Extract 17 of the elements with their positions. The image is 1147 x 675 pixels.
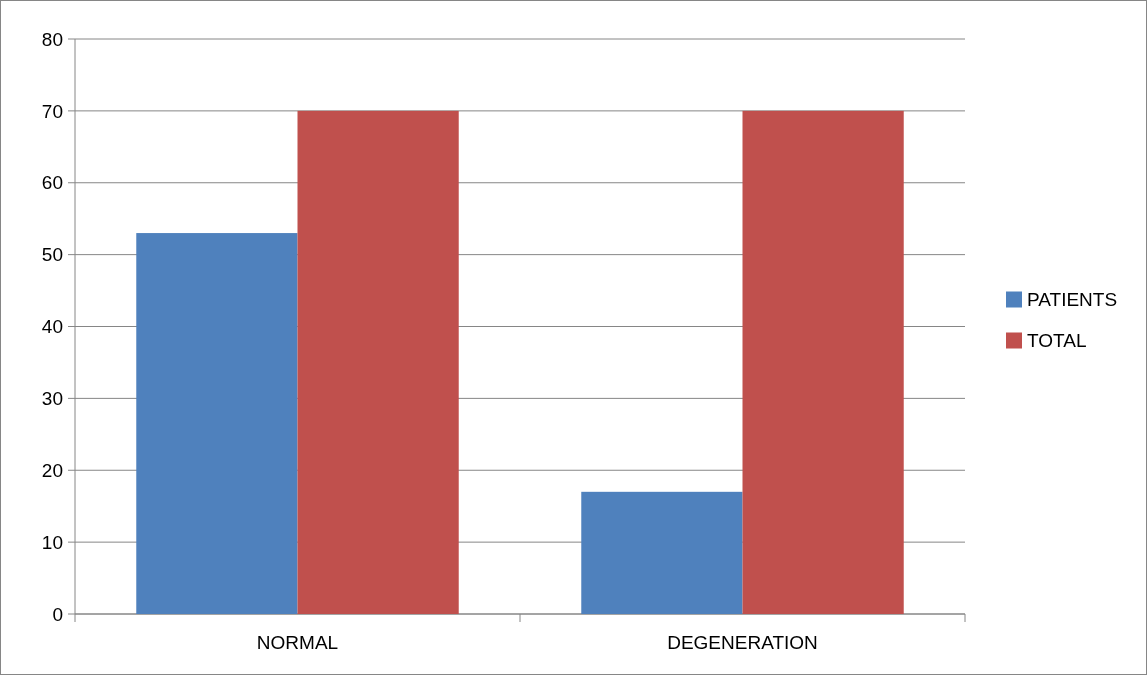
y-tick-label: 40 bbox=[41, 316, 63, 338]
y-tick-label: 70 bbox=[41, 100, 63, 122]
y-tick-label: 0 bbox=[52, 603, 63, 625]
x-tick-label: NORMAL bbox=[256, 632, 339, 653]
y-tick-label: 20 bbox=[41, 459, 63, 481]
y-tick-label: 10 bbox=[41, 531, 63, 553]
bar bbox=[581, 491, 743, 614]
y-tick-label: 80 bbox=[41, 28, 63, 50]
legend-label: PATIENTS bbox=[1027, 289, 1118, 311]
x-tick-label: DEGENERATION bbox=[667, 632, 818, 653]
y-tick-label: 30 bbox=[41, 388, 63, 410]
bar bbox=[742, 110, 904, 614]
bar bbox=[136, 233, 298, 614]
bar bbox=[297, 110, 459, 614]
y-tick-label: 60 bbox=[41, 172, 63, 194]
y-tick-label: 50 bbox=[41, 244, 63, 266]
legend-label: TOTAL bbox=[1027, 330, 1087, 352]
